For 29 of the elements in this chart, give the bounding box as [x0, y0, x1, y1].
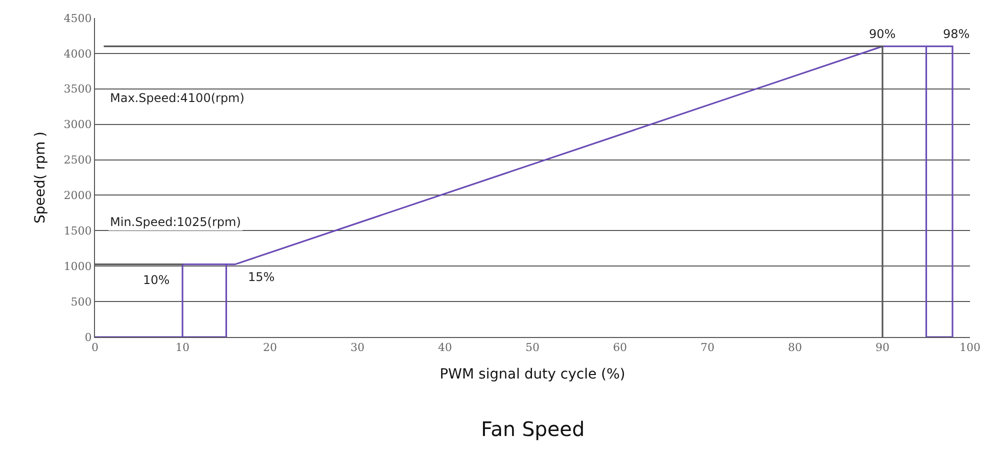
y-tick-label: 3500: [64, 82, 92, 96]
x-tick-label: 10: [176, 341, 190, 354]
y-tick-label: 4500: [64, 12, 92, 25]
y-tick-label: 500: [70, 295, 92, 308]
y-tick-label: 1000: [64, 260, 92, 273]
annotation: 15%: [248, 270, 275, 284]
x-tick-label: 100: [960, 341, 980, 354]
x-tick-label: 80: [788, 341, 802, 354]
annotation: Max.Speed:4100(rpm): [110, 91, 244, 105]
x-tick-label: 40: [438, 341, 452, 354]
y-tick-label: 2000: [64, 189, 92, 202]
y-tick-label: 4000: [64, 47, 92, 60]
x-tick-label: 30: [350, 341, 364, 354]
y-tick-label: 1500: [64, 224, 92, 238]
x-tick-label: 70: [700, 341, 714, 354]
y-axis-title: Speed( rpm ): [32, 132, 48, 224]
y-tick-label: 2500: [64, 154, 92, 167]
x-tick-label: 90: [876, 341, 890, 354]
x-tick-label: 50: [526, 341, 540, 354]
text: Fan Speed: [481, 417, 585, 441]
annotation: 98%: [943, 27, 970, 41]
x-tick-label: 20: [263, 341, 277, 354]
y-tick-label: 3000: [64, 118, 92, 132]
x-tick-label: 60: [613, 341, 627, 354]
x-axis-title: PWM signal duty cycle (%): [440, 366, 626, 382]
y-tick-label: 0: [84, 330, 92, 344]
annotation: 10%: [143, 273, 170, 287]
annotation: Min.Speed:1025(rpm): [110, 215, 241, 229]
annotation: 90%: [869, 27, 896, 41]
